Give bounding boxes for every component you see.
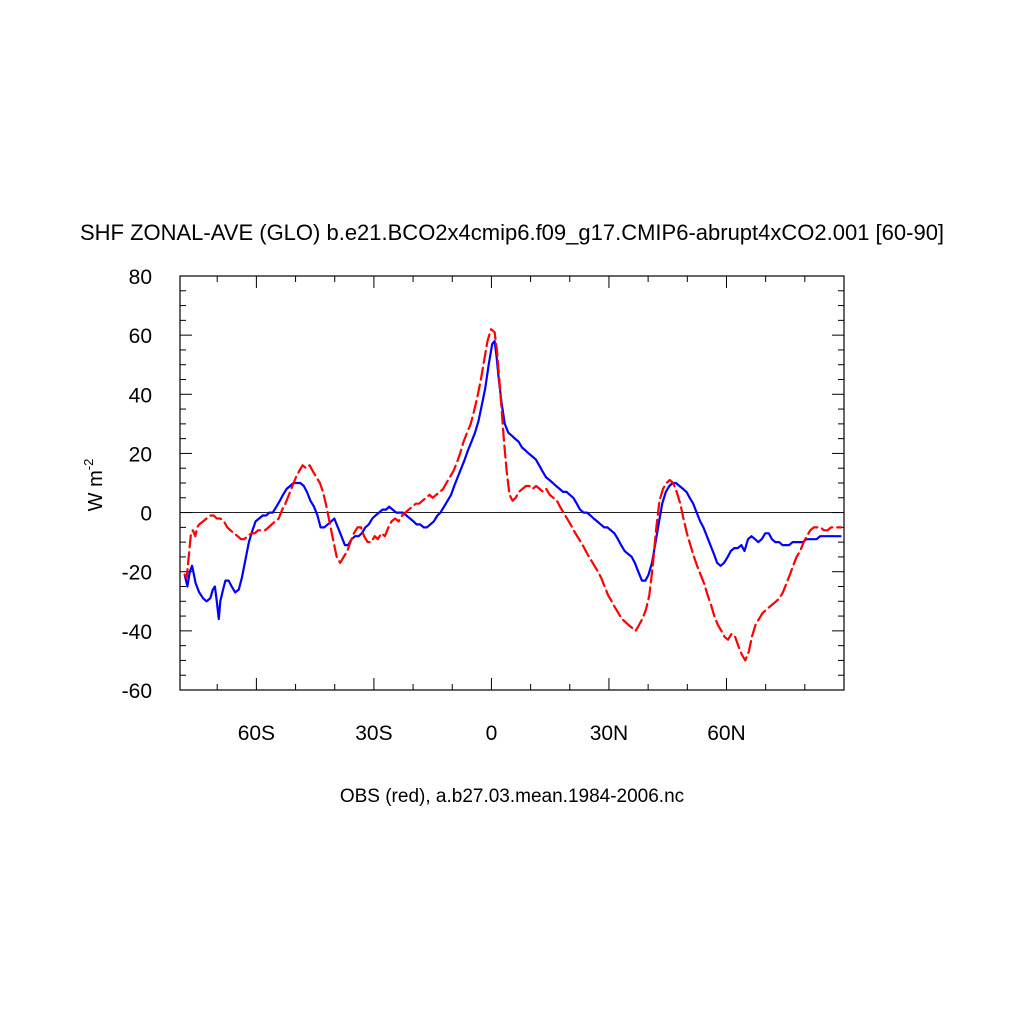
y-tick-label: 40 (129, 384, 152, 407)
x-tick-label: 30N (590, 722, 629, 745)
y-tick-label: -40 (122, 621, 152, 644)
x-tick-label: 60S (238, 722, 275, 745)
y-tick-label: 80 (129, 266, 152, 289)
x-tick-label: 30S (355, 722, 392, 745)
plot-frame (179, 275, 845, 691)
plot-area: 80 60 40 20 0 -20 -40 -60 60S 30S 0 30N 60N (122, 266, 845, 745)
y-axis-label-exponent: -2 (81, 459, 96, 471)
y-tick-label: 20 (129, 443, 152, 466)
y-tick-label: 60 (129, 325, 152, 348)
chart-title: SHF ZONAL-AVE (GLO) b.e21.BCO2x4cmip6.f0… (80, 220, 944, 245)
y-tick-label: 0 (140, 503, 152, 526)
obs-series-line-red (183, 328, 843, 662)
x-tick-label: 0 (486, 722, 498, 745)
x-tick-label: 60N (707, 722, 746, 745)
chart-caption: OBS (red), a.b27.03.mean.1984-2006.nc (340, 786, 684, 807)
y-axis-label-text: W m (85, 470, 107, 511)
model-series-line-blue (183, 340, 842, 621)
y-axis-label: W m-2 (81, 459, 107, 512)
y-tick-label: -60 (122, 680, 152, 703)
y-tick-label: -20 (122, 562, 152, 585)
